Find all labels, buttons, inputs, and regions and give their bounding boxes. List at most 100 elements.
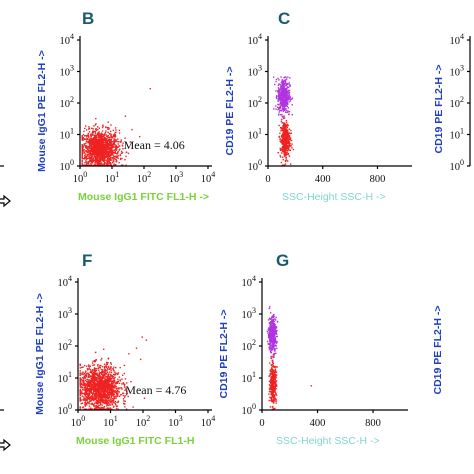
data-point (98, 164, 100, 166)
data-point (92, 143, 94, 146)
data-point (289, 100, 291, 102)
data-point (94, 162, 96, 164)
data-point (79, 399, 81, 401)
data-point (107, 153, 109, 156)
data-point (279, 149, 282, 151)
data-point (92, 388, 94, 390)
data-point (109, 407, 111, 409)
data-point (90, 137, 92, 139)
data-point (81, 148, 83, 150)
data-point (92, 144, 95, 147)
data-point (92, 364, 94, 366)
x-axis-label: SSC-Height SSC-H -> (282, 191, 386, 203)
data-point (97, 375, 100, 377)
data-point (97, 388, 100, 390)
data-point (109, 159, 111, 161)
data-point (81, 155, 83, 158)
data-point (288, 113, 290, 115)
data-point (82, 378, 85, 380)
data-point (285, 147, 288, 149)
data-point (114, 144, 116, 146)
data-point (107, 381, 110, 384)
data-point (92, 157, 94, 159)
data-point (91, 161, 94, 163)
data-point (105, 378, 107, 381)
data-point (274, 319, 277, 321)
data-point (86, 368, 89, 370)
data-point (121, 383, 123, 385)
data-point (272, 340, 274, 343)
data-point (284, 76, 286, 78)
data-point (274, 398, 276, 400)
data-point (98, 151, 101, 153)
data-point (85, 158, 88, 160)
data-point (114, 134, 116, 136)
data-point (81, 144, 83, 146)
data-point (94, 389, 96, 391)
data-point (272, 329, 275, 332)
data-point (112, 129, 115, 132)
data-point (95, 380, 98, 382)
data-point (88, 379, 90, 381)
data-point (115, 395, 117, 397)
data-point (275, 90, 277, 92)
data-point (284, 95, 287, 97)
data-point (274, 366, 277, 368)
data-point (85, 142, 87, 144)
data-point (121, 378, 123, 380)
data-point (90, 153, 92, 155)
data-point (82, 383, 85, 385)
data-point (281, 109, 283, 111)
data-point (283, 103, 285, 105)
data-point (91, 134, 94, 136)
data-point (86, 393, 89, 395)
data-point (81, 147, 83, 149)
data-point (286, 98, 288, 100)
data-point (275, 80, 277, 83)
data-point (114, 391, 117, 394)
data-point (97, 128, 99, 131)
data-point (97, 164, 99, 166)
data-point (106, 163, 108, 165)
data-point (113, 377, 115, 380)
data-point (106, 408, 109, 410)
data-point (114, 127, 117, 129)
data-point (96, 159, 99, 161)
data-point (287, 76, 289, 78)
data-point (272, 391, 274, 394)
data-point (269, 306, 271, 308)
data-point (101, 398, 103, 400)
data-point (89, 145, 91, 147)
data-point (143, 397, 146, 399)
data-point (269, 329, 272, 332)
data-point (272, 325, 275, 327)
data-point (91, 132, 93, 134)
data-point (90, 379, 92, 381)
data-point (271, 366, 274, 368)
data-point (281, 143, 283, 145)
data-point (101, 390, 103, 392)
data-point (79, 379, 81, 381)
y-axis-label: CD19 PE FL2-H -> (224, 67, 236, 156)
data-point (117, 151, 119, 153)
data-point (95, 137, 97, 139)
data-point (95, 385, 97, 387)
data-point (282, 142, 284, 144)
data-point (110, 373, 112, 376)
data-point (83, 387, 86, 389)
data-point (98, 371, 101, 373)
data-point (101, 145, 103, 147)
data-point (109, 142, 111, 144)
data-point (114, 373, 116, 376)
data-point (273, 374, 275, 376)
data-point (275, 382, 277, 384)
panel-letter: F (82, 251, 92, 270)
data-point (99, 137, 101, 139)
data-point (107, 374, 109, 376)
data-point (98, 384, 100, 386)
data-point (104, 393, 106, 395)
data-point (281, 135, 284, 137)
data-point (280, 93, 282, 95)
data-point (92, 131, 95, 134)
data-point (113, 141, 115, 143)
